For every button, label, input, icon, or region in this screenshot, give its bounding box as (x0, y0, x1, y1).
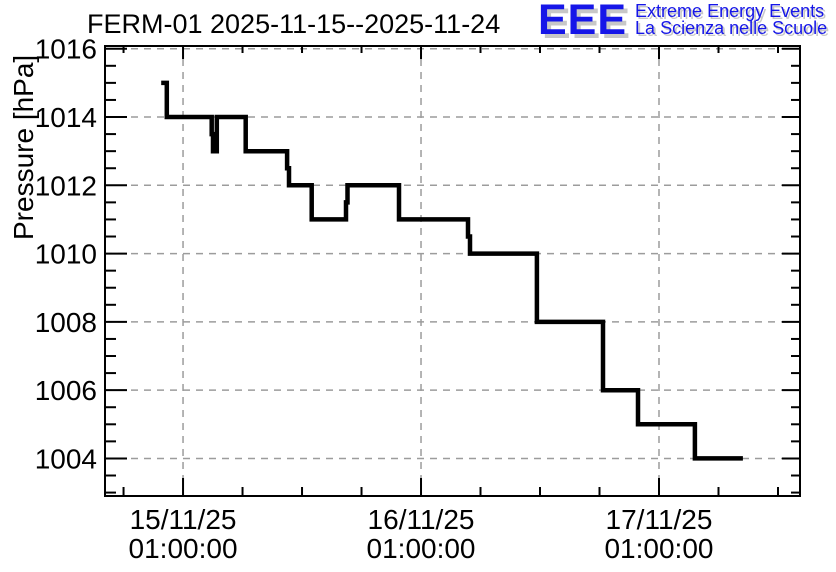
y-tick-label: 1010 (35, 239, 97, 270)
x-tick-label-date: 17/11/25 (606, 504, 713, 535)
x-tick-label-time: 01:00:00 (367, 533, 476, 564)
eee-logo-text: Extreme Energy Events La Scienza nelle S… (635, 0, 827, 37)
x-tick-label-date: 16/11/25 (368, 504, 475, 535)
pressure-step-line (161, 80, 743, 461)
y-tick-label: 1016 (35, 34, 97, 65)
eee-logo-line1: Extreme Energy Events (635, 1, 825, 21)
y-tick-label: 1008 (35, 307, 97, 338)
plot-frame (104, 45, 801, 497)
y-tick-label: 1012 (35, 170, 97, 201)
chart-title: FERM-01 2025-11-15--2025-11-24 (87, 9, 501, 39)
x-tick-label-time: 01:00:00 (604, 533, 713, 564)
eee-logo-acronym: EEE (538, 0, 628, 44)
eee-logo-line2: La Scienza nelle Scuole (635, 18, 828, 38)
y-tick-label: 1006 (35, 375, 97, 406)
x-tick-label-time: 01:00:00 (129, 533, 238, 564)
y-tick-label: 1004 (35, 443, 97, 474)
eee-logo: EEE Extreme Energy Events La Scienza nel… (538, 0, 827, 44)
x-tick-label-date: 15/11/25 (130, 504, 237, 535)
y-tick-label: 1014 (35, 102, 97, 133)
